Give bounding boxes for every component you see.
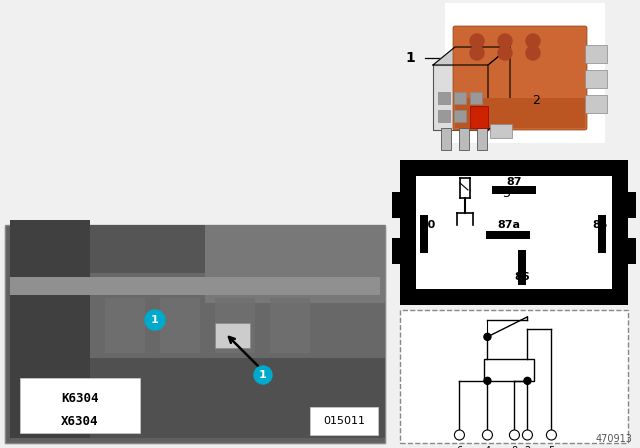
Bar [90, 225, 385, 358]
Bar [215, 323, 250, 348]
Text: K6304: K6304 [61, 392, 99, 405]
Bar [518, 250, 526, 285]
Text: 5: 5 [548, 446, 555, 448]
Text: 8: 8 [511, 446, 518, 448]
Bar [438, 92, 450, 104]
Text: 3: 3 [502, 186, 510, 199]
Text: 1: 1 [151, 315, 159, 325]
Bar [585, 95, 607, 113]
Circle shape [241, 331, 249, 339]
Circle shape [483, 430, 492, 440]
Circle shape [526, 34, 540, 48]
Bar [5, 225, 385, 443]
Bar [598, 215, 606, 253]
Bar [392, 238, 402, 264]
Bar [484, 359, 534, 381]
Bar [585, 45, 607, 63]
Text: 85: 85 [592, 220, 608, 229]
Bar [455, 98, 585, 128]
Bar [20, 378, 140, 433]
Circle shape [498, 34, 512, 48]
Bar [470, 110, 482, 122]
Bar [90, 225, 205, 273]
Text: 86: 86 [514, 272, 530, 282]
Bar [215, 298, 255, 353]
Bar [626, 192, 636, 218]
Text: 6: 6 [456, 446, 463, 448]
Bar [492, 186, 536, 194]
Text: 470913: 470913 [595, 434, 632, 444]
Text: X6304: X6304 [61, 414, 99, 427]
Circle shape [547, 430, 556, 440]
Circle shape [484, 333, 491, 340]
Bar [10, 277, 380, 295]
Bar [105, 298, 145, 353]
Bar [490, 124, 512, 138]
Bar [310, 407, 378, 435]
Bar [454, 110, 466, 122]
Text: 1: 1 [259, 370, 267, 380]
Circle shape [484, 377, 491, 384]
Circle shape [522, 430, 532, 440]
Bar [626, 238, 636, 264]
Bar [441, 128, 451, 150]
Bar [477, 128, 487, 150]
Bar [486, 231, 530, 238]
Polygon shape [488, 47, 510, 130]
Bar [5, 227, 385, 443]
Bar [160, 298, 200, 353]
Bar [400, 160, 628, 305]
Text: 30: 30 [420, 220, 436, 229]
Text: 2: 2 [532, 94, 540, 107]
Polygon shape [433, 47, 510, 65]
Circle shape [470, 46, 484, 60]
Bar [585, 70, 607, 88]
Bar [270, 298, 310, 353]
FancyBboxPatch shape [453, 26, 587, 130]
Text: 87a: 87a [497, 220, 520, 229]
Circle shape [454, 430, 465, 440]
Bar [420, 215, 428, 253]
Circle shape [470, 34, 484, 48]
Bar [205, 225, 385, 303]
Bar [392, 192, 402, 218]
Circle shape [498, 46, 512, 60]
Bar [400, 310, 628, 443]
Bar [433, 65, 488, 130]
Text: 4: 4 [484, 446, 490, 448]
Bar [445, 3, 605, 143]
Bar [470, 92, 482, 104]
Bar [416, 176, 612, 289]
Text: 2: 2 [524, 446, 531, 448]
Bar [438, 110, 450, 122]
Bar [459, 128, 469, 150]
Bar [454, 92, 466, 104]
Bar [90, 358, 385, 438]
Bar [10, 220, 90, 438]
Circle shape [526, 46, 540, 60]
Text: 87: 87 [506, 177, 522, 187]
Circle shape [524, 377, 531, 384]
Circle shape [509, 430, 520, 440]
Text: 015011: 015011 [323, 416, 365, 426]
Circle shape [145, 310, 165, 330]
Text: 1: 1 [405, 51, 415, 65]
Bar [470, 106, 488, 128]
Circle shape [254, 366, 272, 384]
